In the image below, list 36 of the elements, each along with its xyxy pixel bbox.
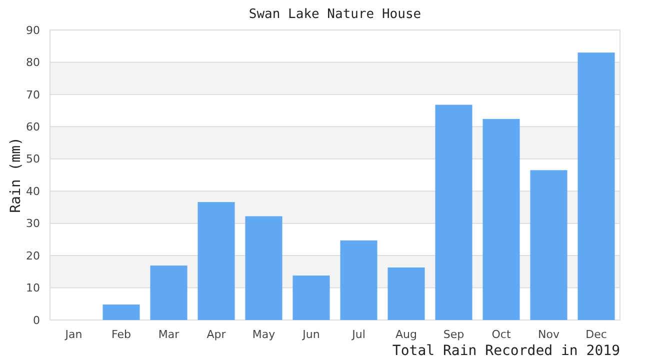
x-tick-label: Jun [302, 328, 320, 341]
x-tick-label: Oct [492, 328, 512, 341]
bar [530, 170, 568, 320]
bar [388, 267, 425, 320]
y-tick-label: 40 [26, 184, 40, 198]
x-tick-label: Jan [64, 328, 82, 341]
x-tick-label: Nov [538, 328, 560, 341]
chart-title: Swan Lake Nature House [248, 7, 422, 22]
bar [578, 52, 615, 320]
x-tick-label: Aug [396, 328, 417, 341]
bar [102, 304, 140, 320]
y-tick-label: 80 [26, 56, 40, 70]
bar [198, 202, 235, 320]
x-tick-label: Apr [206, 328, 226, 341]
bar [245, 216, 282, 320]
x-tick-label: May [252, 328, 276, 341]
bar [340, 240, 378, 320]
bar [150, 266, 188, 320]
x-tick-label: Mar [158, 328, 180, 341]
x-axis-title: Total Rain Recorded in 2019 [392, 343, 620, 359]
x-tick-label: Jul [351, 328, 366, 341]
y-tick-label: 50 [26, 152, 40, 166]
y-tick-label: 30 [26, 217, 40, 230]
bar [292, 276, 330, 320]
bar [435, 104, 472, 320]
x-tick-label: Feb [112, 328, 131, 341]
bar [482, 118, 520, 320]
x-tick-label: Sep [443, 328, 464, 341]
y-axis-title: Rain (mm) [8, 137, 24, 213]
y-tick-label: 90 [26, 24, 40, 37]
y-tick-label: 60 [26, 120, 40, 134]
y-tick-label: 10 [26, 282, 40, 295]
x-tick-label: Dec [586, 328, 607, 341]
y-tick-label: 20 [26, 249, 40, 262]
y-tick-label: 70 [26, 88, 40, 102]
y-tick-label: 0 [33, 314, 40, 327]
